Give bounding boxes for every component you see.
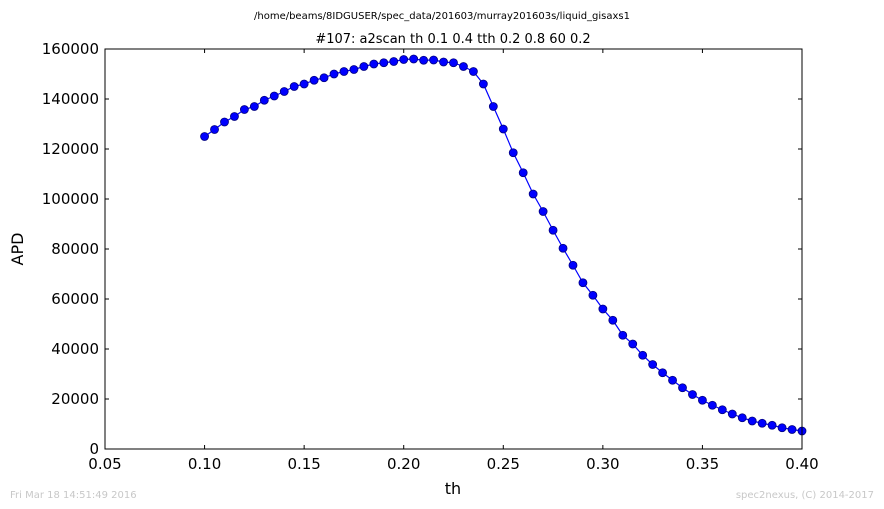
data-point <box>399 55 409 64</box>
data-point <box>608 315 618 325</box>
data-point <box>488 102 498 111</box>
data-point <box>588 290 598 300</box>
x-tick-label: 0.35 <box>686 455 719 473</box>
y-tick-label: 0 <box>89 440 99 458</box>
data-point <box>658 368 667 378</box>
data-point <box>439 57 448 67</box>
data-point <box>249 102 259 111</box>
data-point <box>478 79 488 89</box>
y-axis-label: APD <box>8 233 27 266</box>
timestamp-label: Fri Mar 18 14:51:49 2016 <box>10 490 137 501</box>
data-point <box>568 260 578 270</box>
x-axis-label: th <box>445 479 461 498</box>
x-tick-label: 0.05 <box>88 455 121 473</box>
data-point <box>618 330 628 340</box>
data-point <box>598 304 608 314</box>
data-point <box>777 423 787 433</box>
data-point <box>200 132 209 141</box>
data-point <box>508 148 518 158</box>
data-point <box>329 69 339 79</box>
data-point <box>578 278 588 288</box>
data-point <box>409 54 419 64</box>
data-point <box>767 420 777 430</box>
x-tick-label: 0.30 <box>586 455 619 473</box>
data-point <box>727 409 737 419</box>
data-markers <box>200 54 807 436</box>
x-tick-label: 0.25 <box>487 455 520 473</box>
data-point <box>469 67 478 76</box>
data-point <box>259 95 269 105</box>
data-point <box>548 225 558 235</box>
y-tick-label: 140000 <box>42 90 99 108</box>
data-point <box>359 62 369 71</box>
data-point <box>558 243 568 253</box>
data-point <box>449 58 458 68</box>
data-point <box>737 413 747 423</box>
data-point <box>239 105 249 114</box>
data-point <box>419 55 429 65</box>
y-tick-label: 100000 <box>42 190 99 208</box>
data-point <box>339 67 349 76</box>
x-tick-label: 0.10 <box>188 455 221 473</box>
data-point <box>309 75 319 85</box>
data-point <box>698 395 707 405</box>
data-point <box>279 87 289 96</box>
data-point <box>220 117 229 127</box>
data-point <box>389 57 399 66</box>
data-point <box>707 400 717 410</box>
data-point <box>668 375 677 385</box>
x-tick-label: 0.40 <box>785 455 818 473</box>
data-point <box>379 58 389 68</box>
credit-label: spec2nexus, (C) 2014-2017 <box>736 490 874 501</box>
y-tick-label: 60000 <box>51 290 99 308</box>
data-point <box>459 62 468 71</box>
data-point <box>498 124 508 134</box>
data-point <box>628 339 638 349</box>
data-point <box>678 383 687 393</box>
x-tick-label: 0.20 <box>387 455 420 473</box>
y-tick-label: 20000 <box>51 390 99 408</box>
data-point <box>349 65 359 74</box>
y-tick-label: 120000 <box>42 140 99 158</box>
data-point <box>210 125 219 134</box>
y-tick-label: 80000 <box>51 240 99 258</box>
chart-title: #107: a2scan th 0.1 0.4 tth 0.2 0.8 60 0… <box>315 32 590 47</box>
data-point <box>299 79 309 89</box>
x-tick-label: 0.15 <box>287 455 320 473</box>
y-tick-label: 160000 <box>42 40 99 58</box>
data-point <box>230 112 239 121</box>
data-point <box>648 360 658 369</box>
data-point <box>757 418 767 428</box>
y-axis: 0 20000 40000 60000 80000 100000 120000 140000 1… <box>42 40 802 458</box>
data-point <box>269 91 279 101</box>
data-point <box>429 55 438 65</box>
data-point <box>638 350 648 360</box>
data-point <box>688 390 697 399</box>
data-point <box>717 405 727 415</box>
data-point <box>289 82 299 91</box>
data-point <box>538 207 548 216</box>
data-point <box>518 168 528 178</box>
y-tick-label: 40000 <box>51 340 99 358</box>
file-path-label: /home/beams/8IDGUSER/spec_data/201603/mu… <box>254 11 630 22</box>
data-point <box>787 425 797 434</box>
data-point <box>369 59 379 69</box>
data-point <box>528 189 538 199</box>
data-point <box>747 416 757 426</box>
plot-frame <box>104 48 803 450</box>
data-point <box>319 73 329 83</box>
x-axis: 0.05 0.10 0.15 0.20 0.25 0.30 0.35 0.40 <box>88 49 819 473</box>
